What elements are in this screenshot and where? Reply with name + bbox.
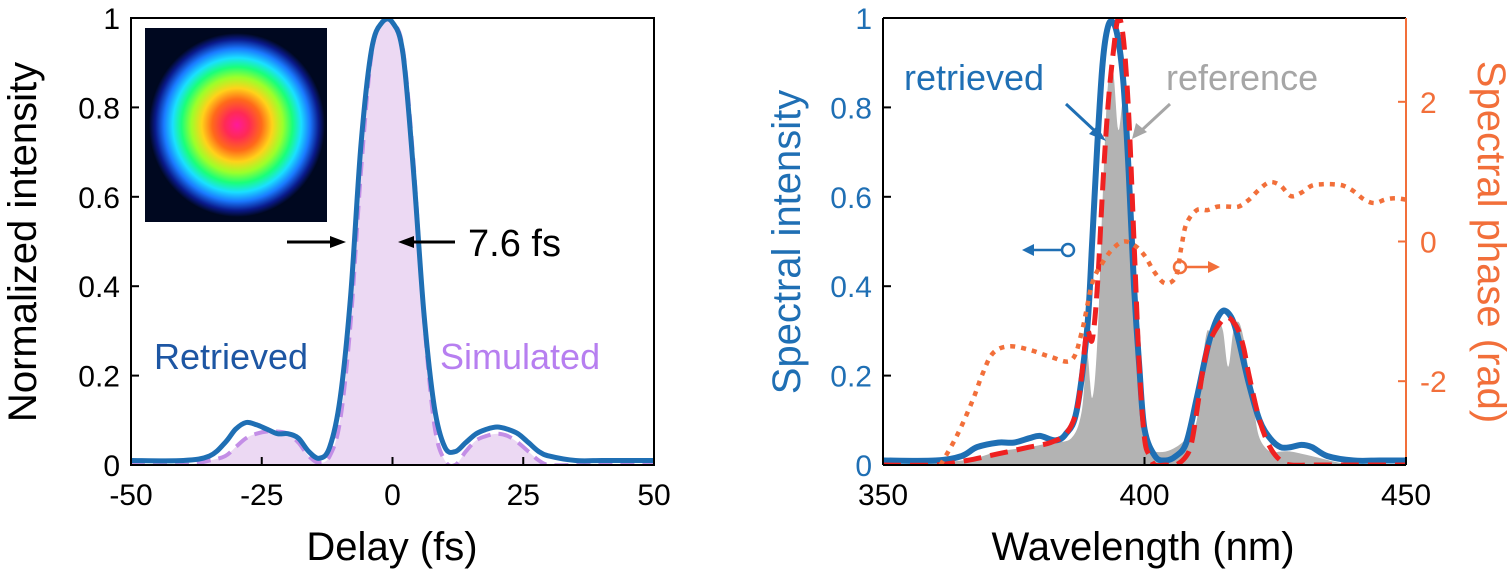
x-tick-label-left: 0 [384,479,401,512]
legend-retrieved-right: retrieved [904,57,1044,98]
simulated-series-line [131,18,654,465]
y-tick-label-right: 0.8 [830,92,872,125]
y-tick-label-left: 0.8 [78,92,120,125]
beam-profile-spot [149,33,325,217]
fwhm-annotation: 7.6 fs [287,223,561,265]
legend-retrieved-left: Retrieved [154,336,308,377]
simulated-fill-area [131,18,654,465]
spectrum-chart: 350 400 450 0 0.2 0.4 0.6 0.8 1 -2 0 2 Wavelength… [765,3,1511,569]
x-ticks-right: 350 400 450 [858,457,1431,512]
x-ticks-left: -50 -25 0 25 50 [109,457,671,512]
dashed-spectrum-line [883,18,1406,465]
x-tick-label-left: 25 [507,479,540,512]
y-tick-label-right: 0 [855,450,872,483]
retrieved-series-line [131,18,654,464]
x-tick-label-right: 400 [1119,479,1169,512]
legend-simulated-left: Simulated [440,336,600,377]
left-axis-indicator [1022,242,1076,258]
y-tick-label-right: 0.2 [830,361,872,394]
legend-reference-right: reference [1166,57,1318,98]
x-tick-label-left: -25 [240,479,283,512]
y2-tick-label: 0 [1420,227,1437,260]
x-tick-label-left: 50 [637,479,670,512]
y2-axis-label-phase: Spectral phase (rad) [1469,61,1511,423]
y2-tick-label: 2 [1420,87,1437,120]
y-tick-label-left: 0.6 [78,182,120,215]
fwhm-label: 7.6 fs [468,223,561,265]
x-tick-label-right: 450 [1381,479,1431,512]
x-tick-label-left: -50 [109,479,152,512]
y-tick-label-right: 0.6 [830,182,872,215]
y-axis-label-left: Normalized intensity [1,62,45,422]
y-tick-label-left: 1 [103,3,120,36]
reference-pointer-arrow [1132,102,1172,139]
x-axis-label-right: Wavelength (nm) [991,525,1294,569]
phase-series-line [938,179,1406,465]
y2-tick-label: -2 [1420,366,1447,399]
retrieved-pointer-arrow [1064,102,1106,141]
x-axis-label-left: Delay (fs) [306,525,477,569]
y-ticks-left: 0 0.2 0.4 0.6 0.8 1 [78,3,139,483]
y2-ticks-phase: -2 0 2 [1398,87,1447,399]
y-tick-label-left: 0 [103,450,120,483]
y-tick-label-right: 0.4 [830,271,872,304]
right-axis-indicator [1172,259,1220,275]
y-tick-label-right: 1 [855,3,872,36]
x-tick-label-right: 350 [858,479,908,512]
y-axis-label-right: Spectral intensity [765,90,809,395]
y-ticks-right: 0 0.2 0.4 0.6 0.8 1 [830,3,891,483]
y-tick-label-left: 0.4 [78,271,120,304]
pulse-delay-chart: -50 -25 0 25 50 0 0.2 0.4 0.6 0.8 1 Delay (fs) No… [1,3,671,569]
y-tick-label-left: 0.2 [78,361,120,394]
